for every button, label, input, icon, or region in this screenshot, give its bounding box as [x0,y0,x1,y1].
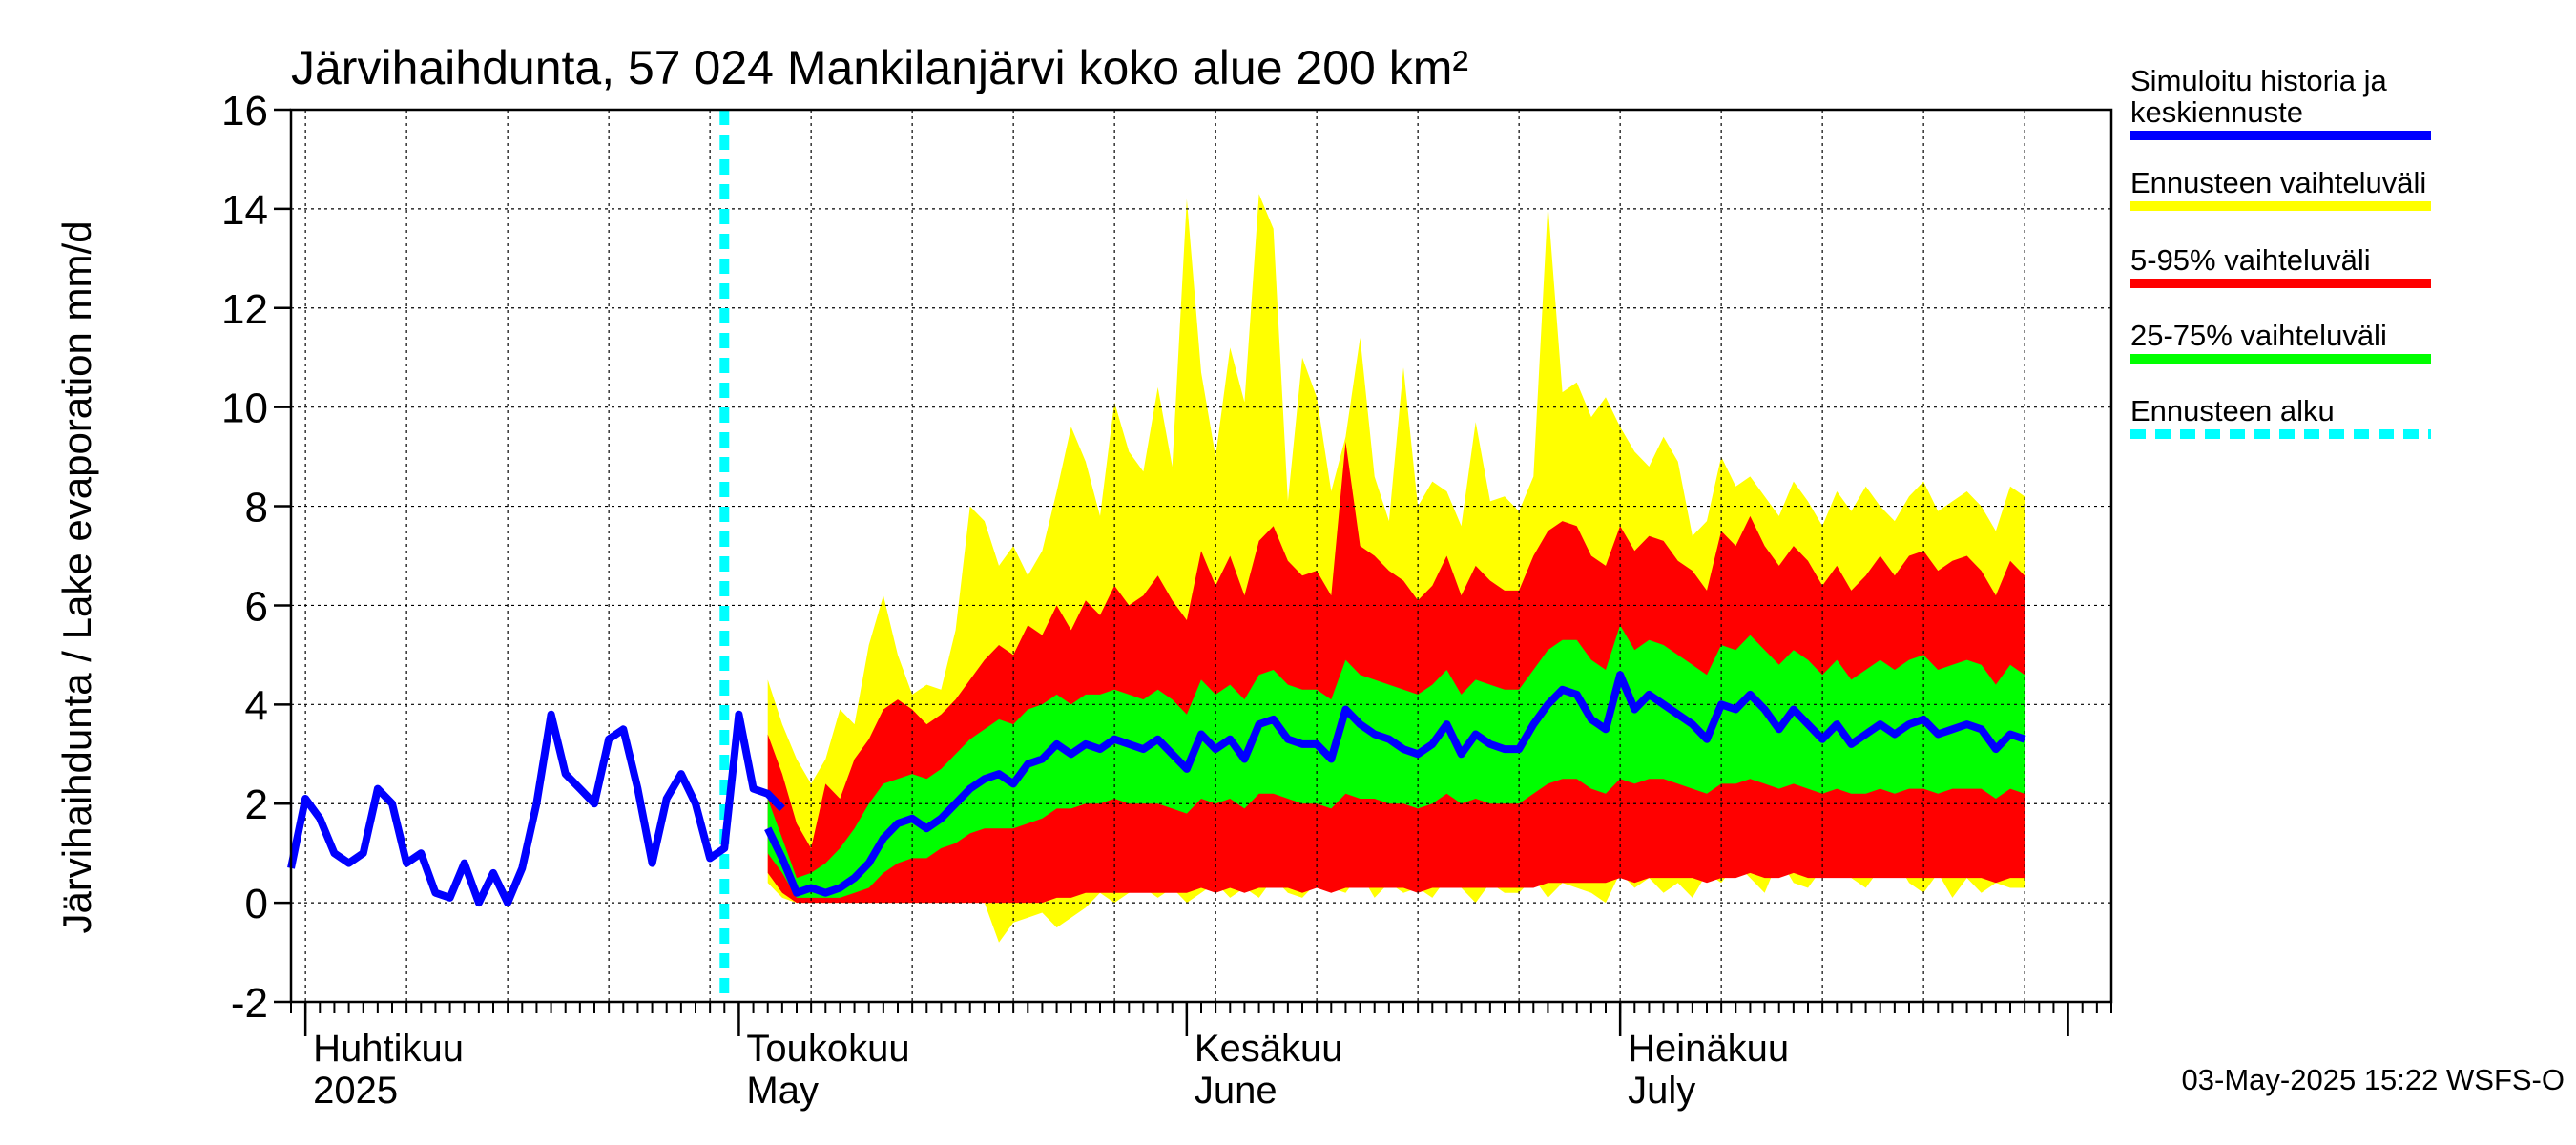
legend-label-3: 25-75% vaihteluväli [2130,319,2387,352]
x-month-label-0: Huhtikuu [313,1028,464,1070]
legend-label-0: Simuloitu historia ja [2130,64,2388,97]
y-tick-label-1: 0 [245,881,268,927]
y-tick-label-4: 6 [245,583,268,630]
y-tick-label-8: 14 [221,187,268,234]
median-line [764,671,2026,897]
y-tick-label-7: 12 [221,286,268,333]
x-month-label-3: Heinäkuu [1628,1028,1789,1070]
legend-label-0-line2: keskiennuste [2130,95,2303,129]
chart-title: Järvihaihdunta, 57 024 Mankilanjärvi kok… [291,41,1468,94]
y-axis-label: Järvihaihdunta / Lake evaporation mm/d [54,220,99,933]
legend-label-2: 5-95% vaihteluväli [2130,243,2371,277]
x-month-label-1: Toukokuu [746,1028,909,1070]
x-month-label-2: Kesäkuu [1195,1028,1343,1070]
x-month-sublabel-3: July [1628,1070,1695,1112]
y-tick-label-9: 16 [221,88,268,135]
grid-lines [291,110,2111,1002]
history-line [287,710,785,907]
band-25-75 [767,625,2025,898]
y-tick-label-5: 8 [245,485,268,531]
data-lines [287,110,2026,1002]
y-tick-label-2: 2 [245,781,268,828]
y-tick-label-6: 10 [221,385,268,432]
forecast-bands [767,194,2025,943]
x-month-sublabel-1: May [746,1070,819,1112]
timestamp-label: 03-May-2025 15:22 WSFS-O [2182,1063,2565,1096]
y-tick-label-3: 4 [245,682,268,729]
x-month-sublabel-2: June [1195,1070,1278,1112]
legend-label-1: Ennusteen vaihteluväli [2130,166,2426,199]
y-tick-label-0: -2 [231,980,268,1027]
legend-label-4: Ennusteen alku [2130,394,2335,427]
x-month-sublabel-0: 2025 [313,1070,398,1112]
